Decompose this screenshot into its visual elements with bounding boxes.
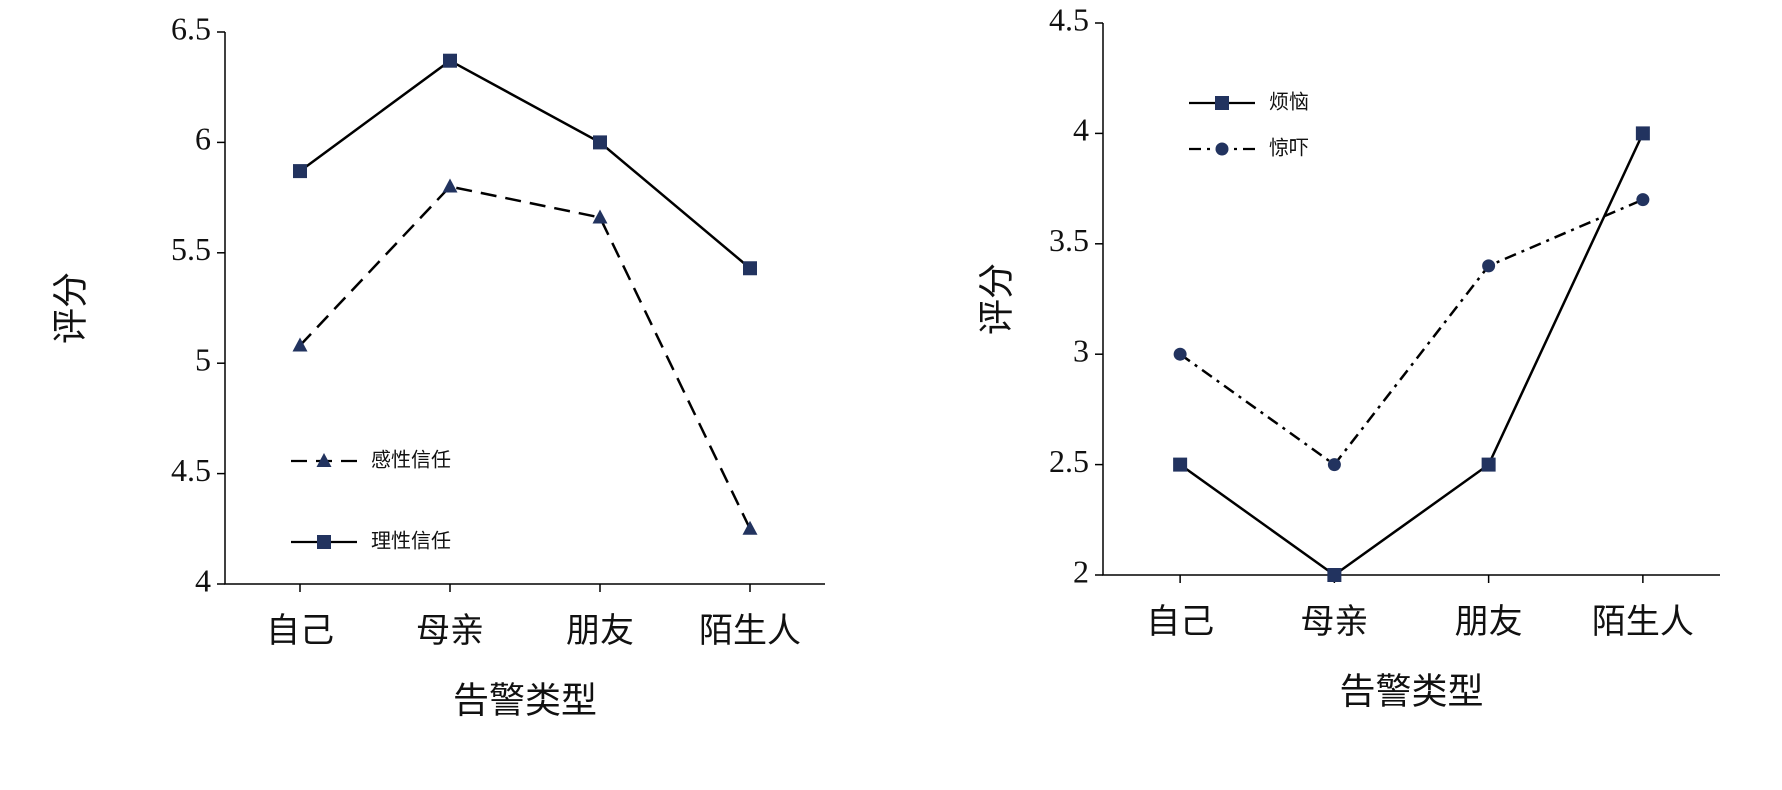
marker (1173, 347, 1187, 361)
legend-marker (1215, 96, 1229, 110)
x-tick-label: 陌生人 (699, 612, 801, 650)
y-tick-label: 4 (195, 562, 211, 598)
legend-label: 理性信任 (371, 529, 451, 553)
series-line (299, 59, 751, 270)
marker (1636, 193, 1650, 207)
y-tick-label: 5.5 (171, 231, 211, 267)
x-tick-label: 陌生人 (1592, 603, 1694, 641)
series-line (1179, 198, 1644, 467)
marker (1173, 457, 1188, 472)
x-axis-title: 告警类型 (453, 680, 597, 720)
y-tick-label: 2 (1073, 553, 1089, 589)
x-tick-label: 自己 (266, 612, 334, 650)
series-line (1179, 132, 1645, 577)
marker (592, 209, 608, 224)
marker (293, 164, 307, 179)
y-tick-label: 4.5 (171, 452, 211, 488)
marker (1327, 568, 1342, 582)
marker (1482, 259, 1496, 273)
legend-marker (317, 535, 331, 549)
legend-label: 惊吓 (1269, 136, 1309, 160)
y-tick-label: 3 (1073, 333, 1089, 369)
series-line (299, 185, 752, 530)
legend-label: 感性信任 (371, 448, 451, 472)
y-axis-title: 评分 (50, 272, 90, 344)
marker (442, 178, 458, 193)
marker (443, 53, 457, 68)
marker (292, 337, 308, 352)
x-tick-label: 母亲 (1300, 603, 1368, 641)
axis-frame (1102, 23, 1720, 576)
y-tick-label: 6 (195, 121, 211, 157)
marker (742, 520, 758, 535)
marker (1327, 458, 1341, 472)
x-tick-label: 朋友 (1455, 603, 1523, 641)
axis-frame (224, 32, 825, 585)
x-tick-label: 朋友 (566, 612, 634, 650)
marker (1481, 457, 1496, 472)
y-tick-label: 4 (1073, 112, 1089, 148)
x-tick-label: 母亲 (416, 612, 484, 650)
x-axis-title: 告警类型 (1339, 671, 1483, 711)
marker (743, 261, 757, 276)
marker (1635, 126, 1650, 141)
legend-marker (1215, 142, 1229, 156)
y-tick-label: 2.5 (1049, 443, 1089, 479)
marker (593, 135, 607, 150)
y-axis-title: 评分 (976, 263, 1016, 335)
y-tick-label: 4.5 (1049, 1, 1089, 37)
x-tick-label: 自己 (1146, 603, 1214, 641)
legend-marker (316, 453, 332, 467)
legend-label: 烦恼 (1269, 90, 1309, 114)
y-tick-label: 6.5 (171, 10, 211, 46)
y-tick-label: 3.5 (1049, 222, 1089, 258)
y-tick-label: 5 (195, 342, 211, 378)
